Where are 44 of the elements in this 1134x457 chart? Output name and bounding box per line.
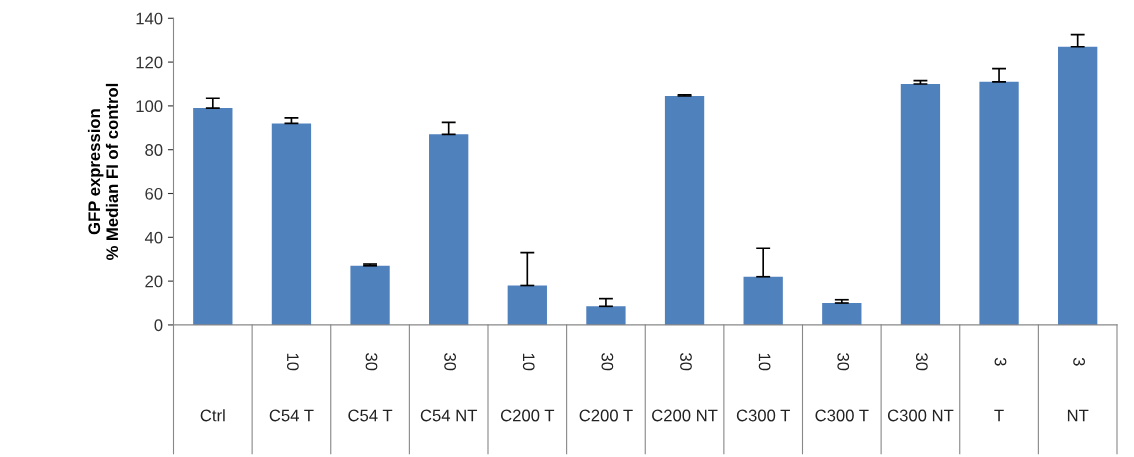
bar <box>979 81 1019 325</box>
bar <box>664 96 705 325</box>
y-tick-label: 120 <box>136 56 163 69</box>
bar <box>822 303 862 325</box>
y-tick-label: 80 <box>145 144 163 156</box>
bar <box>193 108 233 325</box>
y-tick-label: 40 <box>144 231 163 244</box>
x-tick-label: C200 T <box>579 409 633 422</box>
bar <box>429 134 469 325</box>
text: 30 <box>444 353 457 371</box>
bar <box>507 285 547 325</box>
y-tick-label: 20 <box>145 275 163 288</box>
x-tick-label: C200 T <box>500 409 555 422</box>
text: 10 <box>286 353 299 371</box>
y-tick-label: 100 <box>136 100 163 113</box>
x-tick-label: C200 NT <box>652 409 718 422</box>
y-tick-label: 0 <box>154 319 163 332</box>
bar <box>271 123 312 325</box>
x-tick-label: Ctrl <box>200 409 225 422</box>
text: 30 <box>837 353 850 371</box>
x-tick-label: NT <box>1067 409 1089 422</box>
bar <box>350 265 390 325</box>
text: 30 <box>365 353 378 371</box>
x-tick-label: C300 T <box>815 409 869 422</box>
text: 10 <box>522 353 535 371</box>
x-tick-label: C54 T <box>348 409 393 422</box>
x-tick-label: C54 T <box>269 409 314 422</box>
y-axis-title: GFP expression % Median FI of control <box>87 83 119 261</box>
text: 30 <box>915 353 928 371</box>
bar <box>586 306 626 325</box>
y-tick-label: 140 <box>136 12 163 25</box>
x-tick-label: C54 NT <box>420 409 478 422</box>
text: 3 <box>994 357 1007 366</box>
text: 30 <box>680 353 692 371</box>
text: 30 <box>601 353 614 371</box>
bar <box>743 276 783 325</box>
text: 3 <box>1073 357 1086 366</box>
bar <box>1058 46 1098 325</box>
bar <box>900 83 941 325</box>
x-tick-label: T <box>994 409 1004 422</box>
text: 10 <box>758 353 771 371</box>
y-tick-label: 60 <box>145 187 163 200</box>
x-tick-label: C300 NT <box>887 409 954 422</box>
x-tick-label: C300 T <box>736 409 790 422</box>
